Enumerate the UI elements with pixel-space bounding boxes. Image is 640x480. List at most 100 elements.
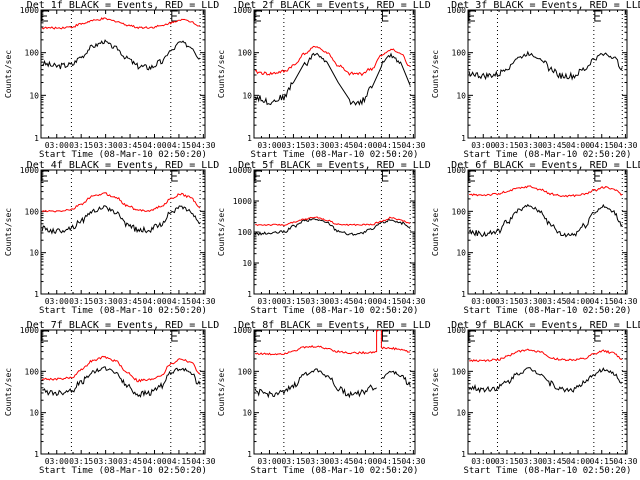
x-tick-label: 04:30 — [613, 457, 637, 466]
y-tick-label: 100 — [25, 207, 40, 216]
series-line-lld — [254, 216, 411, 227]
y-tick-label: 100 — [452, 367, 467, 376]
series-line-events — [254, 52, 411, 106]
x-axis-label: Start Time (08-Mar-10 02:50:20) — [39, 466, 207, 476]
E-flag-marker — [41, 10, 48, 22]
x-tick-label: 04:15 — [377, 297, 401, 306]
x-tick-label: 04:15 — [590, 457, 614, 466]
E-flag-marker — [468, 330, 475, 342]
E-flag-marker — [254, 170, 261, 182]
panel-det-3f: Det 3f BLACK = Events, RED = LLD 1 10 100 10… — [431, 0, 640, 160]
y-tick-label: 1 — [247, 134, 252, 143]
y-axis-label: Counts/sec — [431, 50, 440, 98]
plot-frame — [253, 9, 416, 139]
x-tick-label: 04:30 — [401, 297, 425, 306]
x-tick-label: 03:45 — [118, 457, 142, 466]
x-tick-label: 03:00 — [471, 457, 495, 466]
y-tick-label: 1 — [461, 450, 466, 459]
series-line-events — [468, 367, 623, 394]
series-line-lld — [41, 17, 201, 30]
y-tick-label: 1 — [461, 290, 466, 299]
series-line-events — [41, 366, 201, 398]
x-tick-label: 04:15 — [167, 297, 191, 306]
x-tick-label: 03:00 — [45, 457, 69, 466]
x-tick-label: 03:45 — [118, 297, 142, 306]
y-tick-label: 1000 — [447, 166, 466, 175]
E-flag-marker — [254, 330, 261, 342]
x-tick-label: 03:15 — [69, 297, 93, 306]
plot-frame — [253, 329, 416, 455]
panel-title: Det 5f BLACK = Events, RED = LLD — [238, 160, 431, 171]
panel-det-2f: Det 2f BLACK = Events, RED = LLD 1 10 100 10… — [217, 0, 431, 160]
x-tick-label: 03:45 — [542, 457, 566, 466]
series-line-events-after-gap — [381, 370, 411, 386]
x-tick-label: 03:15 — [69, 141, 93, 150]
series-line-lld — [41, 192, 201, 213]
x-tick-label: 04:00 — [566, 141, 590, 150]
y-axis-label: Counts/sec — [431, 208, 440, 256]
panel-det-8f: Det 8f BLACK = Events, RED = LLD 1 10 100 10… — [217, 320, 431, 476]
x-tick-label: 03:30 — [519, 141, 543, 150]
E-flag-marker — [171, 170, 178, 182]
E-flag-marker — [468, 170, 475, 182]
E-flag-marker — [381, 330, 389, 342]
y-tick-label: 1000 — [233, 6, 252, 15]
x-axis-label: Start Time (08-Mar-10 02:50:20) — [39, 150, 207, 160]
plot-frame — [467, 169, 628, 295]
x-tick-label: 04:15 — [590, 141, 614, 150]
x-tick-label: 03:30 — [305, 457, 329, 466]
y-tick-label: 10 — [29, 91, 39, 100]
E-flag-marker — [468, 10, 475, 22]
plot-frame — [467, 9, 628, 139]
panel-title: Det 4f BLACK = Events, RED = LLD — [27, 160, 220, 171]
x-tick-label: 03:00 — [45, 141, 69, 150]
plot-frame — [467, 329, 628, 455]
panel-title: Det 1f BLACK = Events, RED = LLD — [27, 0, 220, 11]
x-tick-label: 03:30 — [94, 297, 118, 306]
plot-frame — [40, 169, 206, 295]
x-tick-label: 03:45 — [329, 297, 353, 306]
y-tick-label: 1 — [247, 450, 252, 459]
E-flag-marker — [41, 330, 48, 342]
y-tick-label: 1 — [34, 290, 39, 299]
x-tick-label: 03:45 — [542, 297, 566, 306]
E-flag-marker — [594, 10, 601, 22]
y-tick-label: 10000 — [228, 166, 252, 175]
panel-det-1f: Det 1f BLACK = Events, RED = LLD 1 10 100 10… — [4, 0, 219, 160]
y-tick-label: 1 — [34, 450, 39, 459]
x-tick-label: 04:30 — [401, 457, 425, 466]
x-tick-label: 03:00 — [45, 297, 69, 306]
x-axis-label: Start Time (08-Mar-10 02:50:20) — [251, 306, 419, 316]
E-flag-marker — [171, 330, 178, 342]
y-tick-label: 10 — [29, 249, 39, 258]
y-tick-label: 100 — [25, 49, 40, 58]
x-tick-label: 04:30 — [401, 141, 425, 150]
panel-det-6f: Det 6f BLACK = Events, RED = LLD 1 10 100 10… — [431, 160, 640, 316]
series-line-events — [254, 218, 411, 236]
y-tick-label: 100 — [25, 367, 40, 376]
panel-title: Det 2f BLACK = Events, RED = LLD — [238, 0, 431, 11]
E-flag-marker — [381, 10, 389, 22]
y-tick-label: 10 — [29, 409, 39, 418]
y-tick-label: 10 — [242, 91, 252, 100]
x-tick-label: 04:15 — [377, 141, 401, 150]
x-tick-label: 03:15 — [495, 141, 519, 150]
x-axis-label: Start Time (08-Mar-10 02:50:20) — [251, 466, 419, 476]
y-tick-label: 1000 — [233, 197, 252, 206]
x-tick-label: 04:00 — [142, 297, 166, 306]
series-line-events — [41, 205, 201, 235]
y-tick-label: 1 — [461, 134, 466, 143]
series-line-events — [254, 368, 377, 399]
x-axis-label: Start Time (08-Mar-10 02:50:20) — [464, 466, 632, 476]
y-tick-label: 1000 — [233, 326, 252, 335]
panel-title: Det 8f BLACK = Events, RED = LLD — [238, 320, 431, 331]
y-tick-label: 1000 — [447, 6, 466, 15]
x-tick-label: 03:15 — [281, 297, 305, 306]
x-tick-label: 03:45 — [329, 141, 353, 150]
x-tick-label: 03:15 — [281, 457, 305, 466]
x-tick-label: 03:00 — [257, 297, 281, 306]
E-flag-marker — [381, 170, 389, 182]
y-axis-label: Counts/sec — [4, 368, 13, 416]
plot-frame — [40, 329, 206, 455]
